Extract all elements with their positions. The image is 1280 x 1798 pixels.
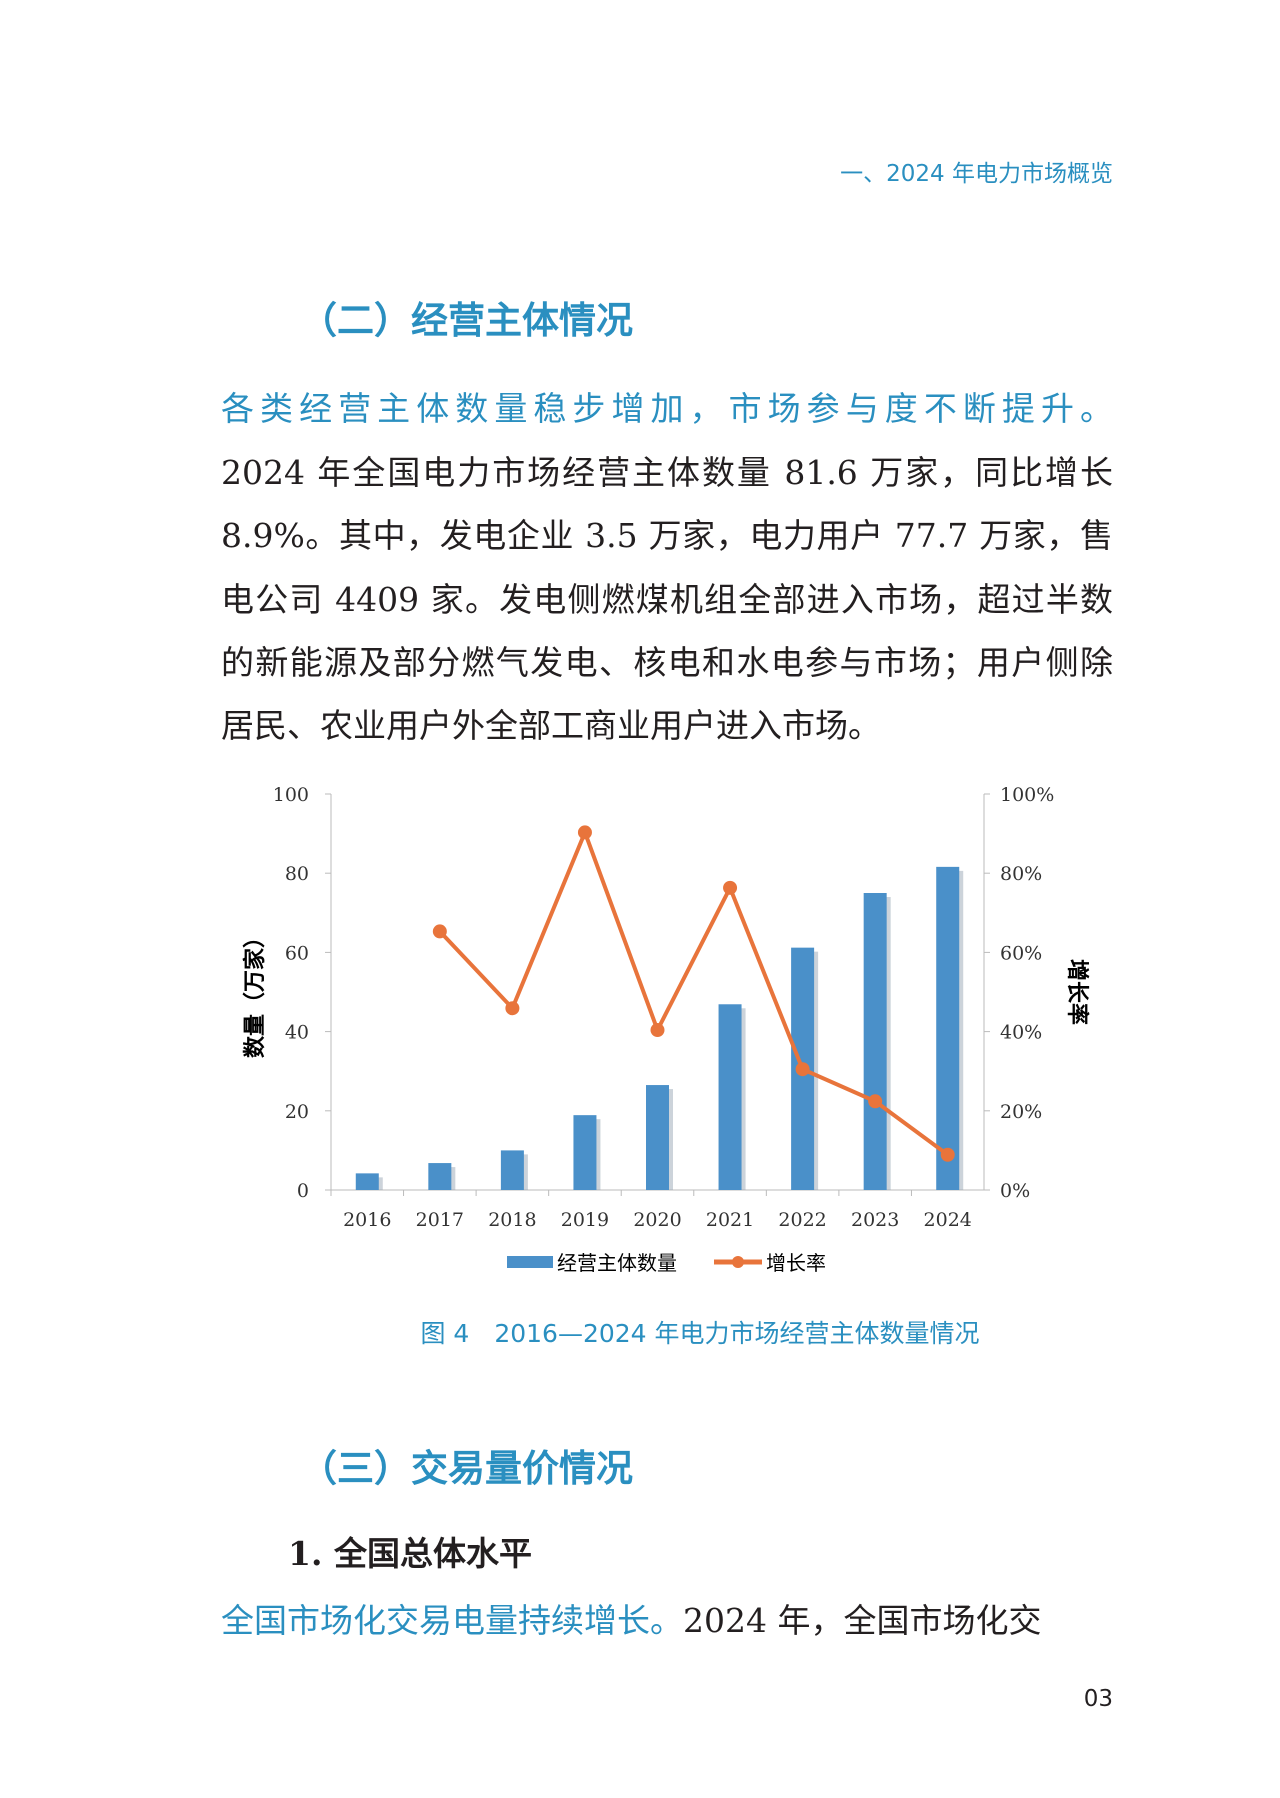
growth-rate-point — [940, 1147, 955, 1162]
y-tick-label: 40 — [285, 1022, 309, 1044]
subheading: 1. 全国总体水平 — [288, 1534, 532, 1573]
paragraph-line: 电公司 4409 家。发电侧燃煤机组全部进入市场，超过半数 — [221, 580, 1113, 619]
y-tick-label: 60 — [285, 942, 309, 964]
x-tick-label: 2016 — [343, 1209, 391, 1231]
y2-tick-label: 60% — [1000, 942, 1042, 964]
bar — [718, 1004, 742, 1190]
bar — [936, 866, 960, 1190]
x-tick-label: 2023 — [851, 1209, 899, 1231]
x-tick-label: 2019 — [561, 1209, 609, 1231]
running-head: 一、2024 年电力市场概览 — [840, 161, 1113, 187]
section-heading: （二）经营主体情况 — [300, 299, 633, 342]
x-tick-label: 2021 — [706, 1209, 754, 1231]
y2-axis-label: 增长率 — [1064, 959, 1090, 1025]
bar — [428, 1163, 452, 1190]
growth-rate-point — [795, 1062, 810, 1077]
bar — [863, 893, 887, 1190]
y-tick-label: 20 — [285, 1101, 309, 1123]
x-tick-label: 2022 — [778, 1209, 826, 1231]
paragraph-line: 居民、农业用户外全部工商业用户进入市场。 — [221, 706, 881, 745]
x-tick-label: 2024 — [924, 1209, 972, 1231]
paragraph-line: 8.9%。其中，发电企业 3.5 万家，电力用户 77.7 万家，售 — [221, 516, 1113, 555]
legend-line-marker — [732, 1256, 744, 1268]
bar — [573, 1115, 597, 1190]
paragraph-line: 2024 年全国电力市场经营主体数量 81.6 万家，同比增长 — [221, 453, 1113, 492]
growth-rate-point — [505, 1001, 520, 1016]
growth-rate-point — [868, 1094, 883, 1109]
y-tick-label: 80 — [285, 863, 309, 885]
page-number: 03 — [1083, 1686, 1113, 1712]
figure-caption: 图 4 2016—2024 年电力市场经营主体数量情况 — [420, 1319, 980, 1348]
growth-rate-point — [432, 924, 447, 939]
y2-tick-label: 100% — [1000, 784, 1054, 806]
y-axis-label: 数量（万家） — [242, 926, 268, 1058]
y2-tick-label: 20% — [1000, 1101, 1042, 1123]
legend-bar-swatch — [507, 1256, 553, 1268]
growth-rate-line — [438, 826, 949, 1157]
bar — [355, 1173, 379, 1190]
x-tick-label: 2018 — [488, 1209, 536, 1231]
chart: 0 20 40 60 80 100 0% 20% 40% 60% 80% 100% 2016 2017 20… — [242, 784, 1090, 1275]
paragraph-line: 的新能源及部分燃气发电、核电和水电参与市场；用户侧除 — [221, 643, 1113, 682]
lead-sentence: 各类经营主体数量稳步增加，市场参与度不断提升。 — [221, 389, 1113, 428]
x-tick-label: 2020 — [633, 1209, 681, 1231]
y2-tick-label: 40% — [1000, 1022, 1042, 1044]
growth-rate-point — [723, 880, 738, 895]
legend-line-label: 增长率 — [766, 1251, 826, 1275]
paragraph-line: 各类经营主体数量稳步增加，市场参与度不断提升。 — [221, 389, 1113, 429]
paragraph-text: 2024 年，全国市场化交 — [683, 1601, 1042, 1640]
bar — [646, 1085, 669, 1190]
y2-tick-label: 0% — [1000, 1180, 1030, 1202]
y-tick-label: 0 — [297, 1180, 309, 1202]
growth-rate-point — [577, 825, 592, 840]
y-tick-label: 100 — [273, 784, 309, 806]
x-tick-label: 2017 — [416, 1209, 464, 1231]
legend-bar-label: 经营主体数量 — [557, 1251, 677, 1275]
growth-rate-point — [650, 1023, 665, 1038]
y2-tick-label: 80% — [1000, 863, 1042, 885]
section-heading: （三）交易量价情况 — [300, 1447, 633, 1490]
bar — [500, 1150, 524, 1190]
lead-sentence: 全国市场化交易电量持续增长。 — [221, 1601, 683, 1640]
paragraph-line: 全国市场化交易电量持续增长。2024 年，全国市场化交 — [221, 1601, 1113, 1641]
